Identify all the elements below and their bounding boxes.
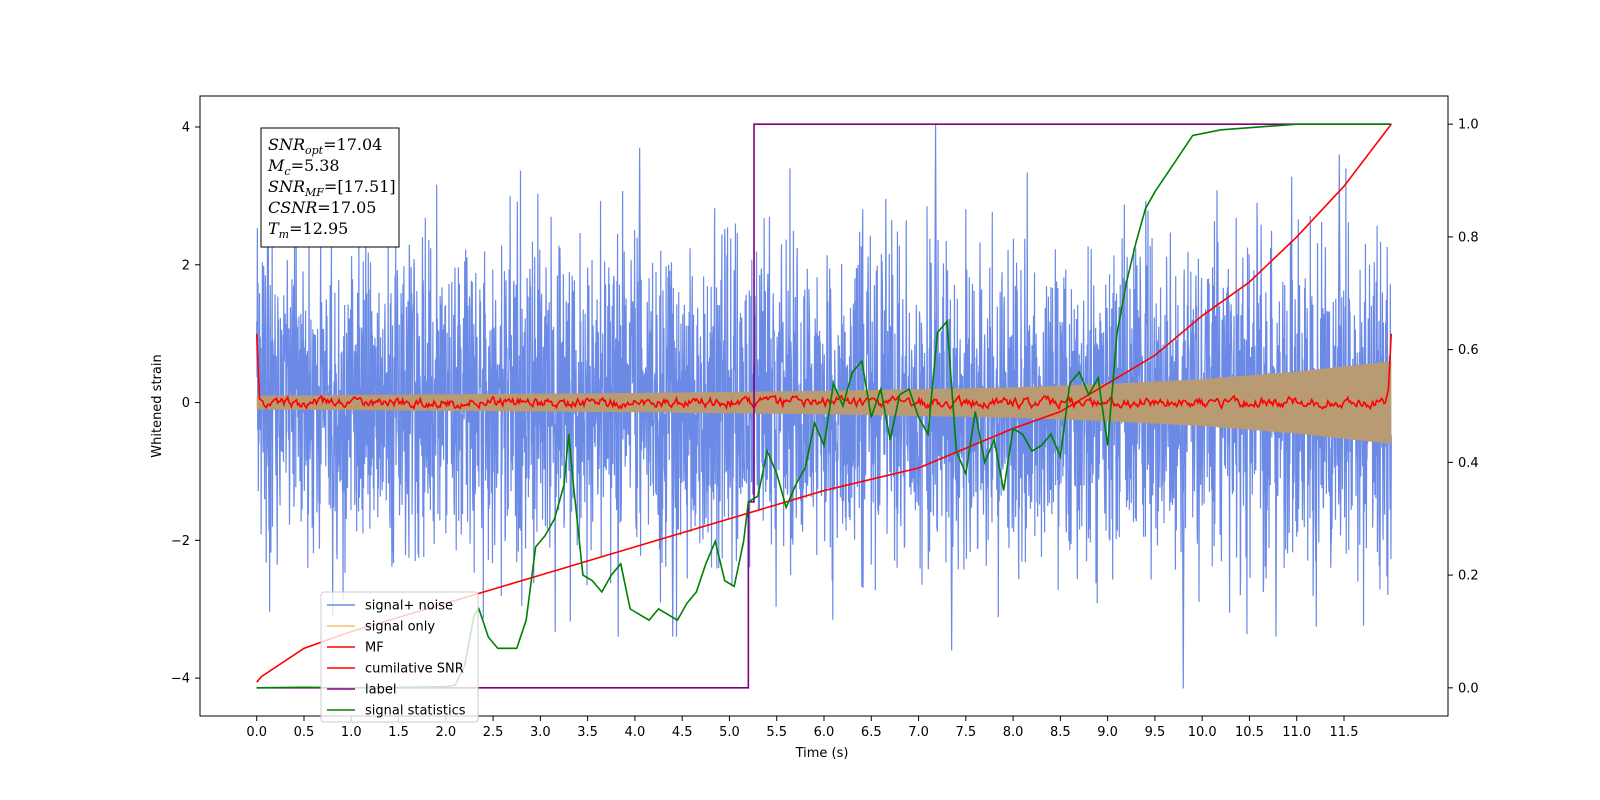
plot-area [255,123,1393,689]
x-tick-label-8: 4.0 [625,725,646,740]
y2-tick-label-2: 0.4 [1458,456,1479,471]
x-tick-label-17: 8.5 [1050,725,1071,740]
y-tick-label-2: 0 [182,396,190,411]
y-axis-left: −4 −2 0 2 4 [171,121,200,687]
x-tick-label-20: 10.0 [1188,725,1217,740]
x-tick-label-2: 1.0 [341,725,362,740]
x-tick-label-7: 3.5 [577,725,598,740]
series-mf [255,333,1393,411]
x-tick-label-23: 11.5 [1330,725,1359,740]
legend-label-1: signal only [365,620,435,635]
y2-tick-label-4: 0.8 [1458,230,1479,245]
noise-peak-5 [949,402,954,651]
x-tick-label-5: 2.5 [483,725,504,740]
y-tick-label-4: 4 [182,121,190,136]
y2-tick-label-3: 0.6 [1458,343,1479,358]
y-tick-label-1: −2 [171,534,190,549]
x-tick-label-4: 2.0 [435,725,456,740]
noise-peak-4 [670,402,675,637]
x-tick-label-21: 10.5 [1235,725,1264,740]
series-label [256,123,1392,689]
series-signal-statistics [256,123,1392,689]
y-axis-label: Whitened strain [150,354,165,457]
noise-peak-2 [1337,154,1342,403]
y2-tick-label-1: 0.2 [1458,569,1479,584]
annotation-line-4: Tm=12.95 [268,219,348,241]
y-tick-label-0: −4 [171,672,190,687]
x-tick-label-9: 4.5 [672,725,693,740]
x-tick-label-0: 0.0 [246,725,267,740]
y2-tick-label-5: 1.0 [1458,118,1479,133]
x-tick-label-11: 5.5 [766,725,787,740]
legend-frame [320,591,479,723]
annotation-line-3: CSNR=17.05 [268,198,376,217]
annotation-box: SNRopt=17.04Mc=5.38SNRMF=[17.51]CSNR=17.… [260,127,400,248]
y-tick-label-3: 2 [182,258,190,273]
x-tick-label-14: 7.0 [908,725,929,740]
annotation-line-1: Mc=5.38 [267,156,340,178]
x-tick-label-12: 6.0 [814,725,835,740]
noise-peak-0 [637,147,642,403]
x-tick-label-6: 3.0 [530,725,551,740]
legend-label-3: cumilative SNR [365,662,464,677]
x-tick-label-16: 8.0 [1003,725,1024,740]
annotation-line-2: SNRMF=[17.51] [268,177,396,199]
x-tick-label-15: 7.5 [955,725,976,740]
x-tick-label-22: 11.0 [1282,725,1311,740]
x-tick-label-1: 0.5 [294,725,315,740]
x-tick-label-13: 6.5 [861,725,882,740]
x-tick-label-19: 9.5 [1145,725,1166,740]
x-tick-label-10: 5.0 [719,725,740,740]
x-axis: 0.0 0.5 1.0 1.5 2.0 2.5 3.0 3.5 4.0 4.5 5.0 5.5 6.0 6… [246,716,1358,740]
legend-label-0: signal+ noise [365,599,453,614]
noise-peak-3 [1181,402,1186,689]
y-axis-right: 0.0 0.2 0.4 0.6 0.8 1.0 [1448,118,1479,696]
x-tick-label-3: 1.5 [388,725,409,740]
legend-label-4: label [365,683,396,698]
annotation-frame [260,127,400,248]
series-signal-noise [256,168,1392,637]
legend-label-5: signal statistics [365,704,466,719]
x-axis-label: Time (s) [795,746,849,761]
x-tick-label-18: 9.0 [1097,725,1118,740]
legend-label-2: MF [365,641,384,656]
legend: signal+ noise signal only MF cumilative SNR… [320,591,479,723]
y2-tick-label-0: 0.0 [1458,681,1479,696]
annotation-line-0: SNRopt=17.04 [268,135,382,157]
